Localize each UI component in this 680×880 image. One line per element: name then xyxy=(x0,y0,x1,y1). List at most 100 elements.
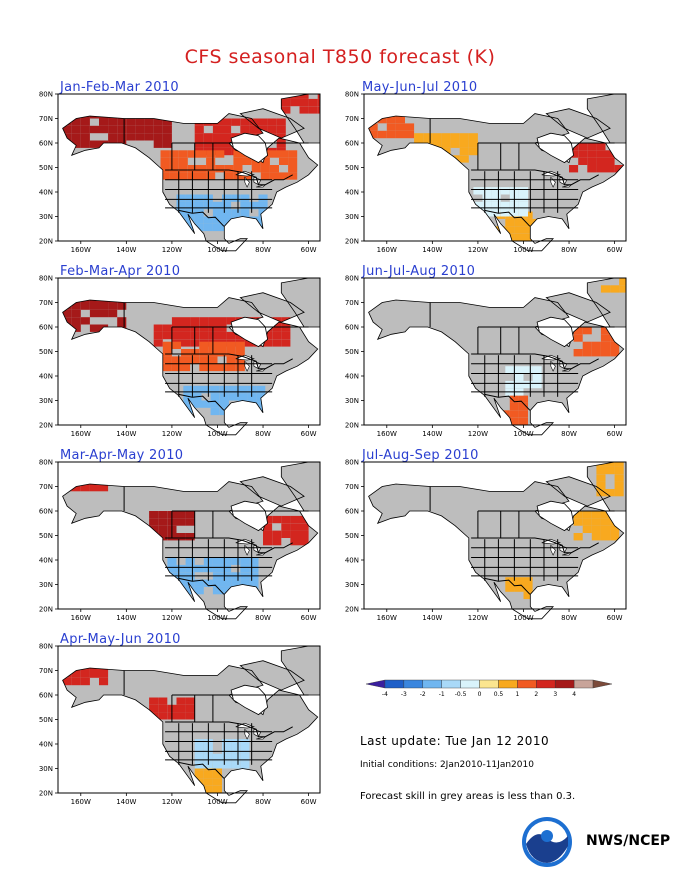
y-tick-label: 40N xyxy=(345,189,359,197)
anomaly-cell-jja xyxy=(509,395,519,403)
anomaly-cell-mam xyxy=(185,579,195,587)
anomaly-cell-mam xyxy=(263,530,273,538)
anomaly-cell-fma xyxy=(226,317,236,325)
x-tick-label: 60W xyxy=(607,614,623,622)
anomaly-cell-fma xyxy=(171,341,181,349)
noaa-logo-icon xyxy=(522,817,572,867)
anomaly-cell-mjj xyxy=(596,143,606,151)
anomaly-cell-jja xyxy=(509,410,519,418)
anomaly-cell-jfm xyxy=(160,157,170,165)
anomaly-cell-mjj xyxy=(605,165,615,173)
anomaly-cell-jfm xyxy=(308,106,318,114)
colorbar-swatch xyxy=(460,679,480,689)
anomaly-cell-mjj xyxy=(491,187,501,195)
x-tick-label: 160W xyxy=(71,798,91,806)
anomaly-cell-jfm xyxy=(176,209,186,217)
anomaly-cell-fma xyxy=(210,407,220,416)
anomaly-cell-jas xyxy=(610,533,620,541)
anomaly-cell-jfm xyxy=(279,150,289,158)
anomaly-cell-fma xyxy=(181,317,191,325)
anomaly-cell-jja xyxy=(582,349,592,357)
anomaly-cell-amj xyxy=(203,761,213,769)
page-title: CFS seasonal T850 forecast (K) xyxy=(184,46,496,68)
colorbar-swatch xyxy=(573,679,594,689)
hudson-bay xyxy=(536,500,575,532)
anomaly-cell-jfm xyxy=(242,157,252,165)
anomaly-cell-jfm xyxy=(194,125,204,134)
anomaly-cell-mam xyxy=(158,525,168,533)
anomaly-cell-jfm xyxy=(203,140,213,148)
colorbar-swatch xyxy=(555,679,575,689)
anomaly-cell-jfm xyxy=(194,201,204,210)
anomaly-cell-mam xyxy=(249,579,259,587)
y-tick-label: 40N xyxy=(39,373,53,381)
colorbar-label: -3 xyxy=(401,691,407,698)
anomaly-cell-jfm xyxy=(267,125,277,134)
state-lines xyxy=(471,539,579,581)
anomaly-cell-fma xyxy=(171,363,181,372)
anomaly-cell-jfm xyxy=(135,118,145,126)
coastline xyxy=(239,660,305,691)
colorbar-label: 2 xyxy=(534,691,538,698)
political-border xyxy=(178,393,225,411)
anomaly-cell-mam xyxy=(203,579,213,587)
anomaly-cell-mjj xyxy=(578,143,588,151)
great-lake xyxy=(562,184,573,188)
anomaly-cell-fma xyxy=(199,363,209,372)
anomaly-cell-jfm xyxy=(206,165,216,173)
anomaly-cell-jfm xyxy=(162,118,172,126)
anomaly-cell-jas xyxy=(614,462,624,467)
colorbar-swatch xyxy=(403,679,423,689)
colorbar-swatch xyxy=(384,679,405,689)
anomaly-cell-jfm xyxy=(162,140,172,148)
anomaly-cell-jfm xyxy=(162,125,172,134)
anomaly-cell-jja xyxy=(518,402,528,411)
anomaly-cell-jja xyxy=(600,349,610,357)
anomaly-cell-jfm xyxy=(231,118,241,126)
anomaly-cell-jfm xyxy=(176,194,186,202)
hudson-bay xyxy=(536,132,575,164)
x-tick-label: 160W xyxy=(377,246,397,254)
map-jja: 80N 70N 60N 50N 40N 30N 20N 160W 140W 120W 100W 80W… xyxy=(345,275,627,438)
y-tick-label: 60N xyxy=(345,324,359,332)
anomaly-cell-mjj xyxy=(587,157,597,165)
hudson-bay xyxy=(230,132,269,164)
anomaly-cell-jfm xyxy=(160,172,170,180)
anomaly-cell-jja xyxy=(514,373,524,381)
anomaly-cell-fma xyxy=(80,317,90,325)
anomaly-cell-fma xyxy=(99,309,109,318)
anomaly-cell-jfm xyxy=(194,194,204,202)
anomaly-cell-mjj xyxy=(441,133,451,141)
anomaly-cell-jfm xyxy=(260,165,270,173)
anomaly-cell-jja xyxy=(509,417,519,425)
x-tick-label: 160W xyxy=(71,246,91,254)
anomaly-cell-jas xyxy=(614,466,624,475)
anomaly-cell-jfm xyxy=(260,157,270,165)
anomaly-cell-fma xyxy=(210,385,220,394)
x-tick-label: 160W xyxy=(71,614,91,622)
y-tick-label: 20N xyxy=(39,606,53,614)
anomaly-cell-jfm xyxy=(249,201,259,210)
anomaly-cell-mjj xyxy=(450,140,460,148)
anomaly-cell-mjj xyxy=(596,165,606,173)
anomaly-cell-mam xyxy=(240,557,250,565)
colorbar-swatch xyxy=(536,679,556,689)
anomaly-cell-mjj xyxy=(386,130,396,139)
anomaly-cell-amj xyxy=(212,761,222,769)
colorbar-label: 1 xyxy=(515,691,519,698)
anomaly-cell-mam xyxy=(281,530,291,538)
anomaly-cell-mam xyxy=(212,557,222,565)
anomaly-cell-jas xyxy=(600,518,610,526)
anomaly-cell-fma xyxy=(238,385,248,394)
y-tick-label: 30N xyxy=(39,765,53,773)
anomaly-cell-fma xyxy=(238,393,248,401)
anomaly-cell-fma xyxy=(99,302,109,310)
anomaly-cell-jas xyxy=(596,489,606,497)
anomaly-cell-jfm xyxy=(290,98,300,107)
anomaly-cell-mjj xyxy=(587,143,597,151)
anomaly-cell-fma xyxy=(183,400,193,408)
anomaly-cell-jfm xyxy=(194,223,204,232)
anomaly-cell-mam xyxy=(249,564,259,573)
anomaly-cell-jfm xyxy=(224,172,234,180)
anomaly-cell-jja xyxy=(610,349,620,357)
